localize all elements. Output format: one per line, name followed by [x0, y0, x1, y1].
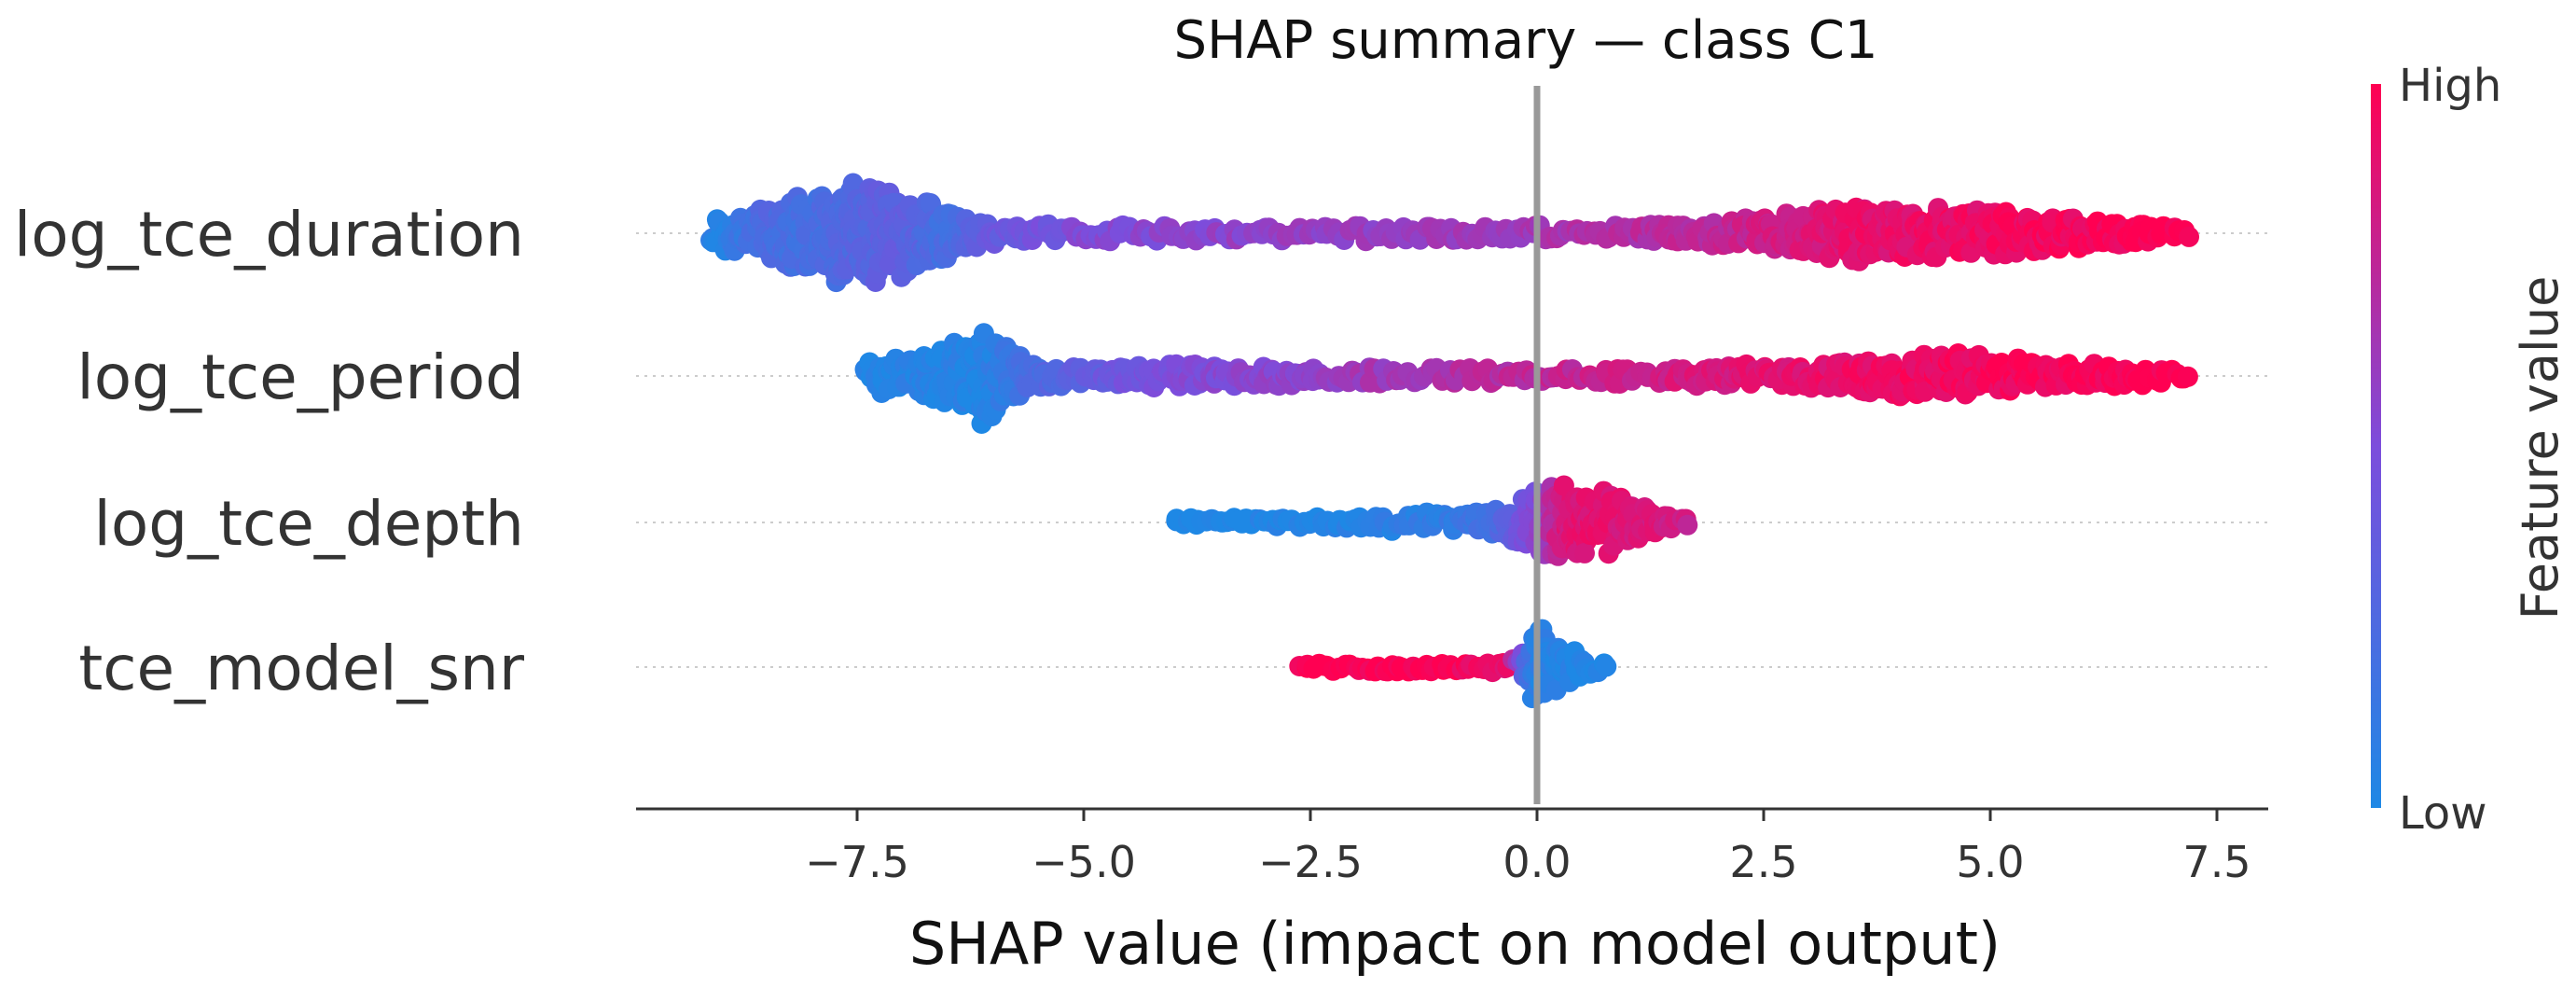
colorbar [2371, 84, 2381, 808]
feature-label: log_tce_period [76, 341, 524, 413]
colorbar-title: Feature value [2511, 276, 2569, 620]
colorbar-high-label: High [2399, 60, 2501, 112]
feature-label: log_tce_duration [14, 199, 524, 271]
x-tick-label: 7.5 [2182, 837, 2251, 887]
feature-labels: log_tce_duration log_tce_period log_tce_de… [14, 199, 525, 704]
shap-point [1574, 542, 1595, 564]
colorbar-low-label: Low [2399, 787, 2487, 840]
chart-title: SHAP summary — class C1 [1174, 10, 1878, 71]
x-tick-label: 0.0 [1503, 837, 1571, 887]
shap-point [1596, 656, 1617, 677]
feature-label: log_tce_depth [94, 488, 524, 560]
x-axis-ticks: −7.5 −5.0 −2.5 0.0 2.5 5.0 7.5 [805, 809, 2251, 887]
shap-point [2179, 226, 2199, 247]
shap-point [1677, 514, 1698, 536]
feature-label: tce_model_snr [78, 633, 524, 704]
x-tick-label: −2.5 [1258, 837, 1363, 887]
x-tick-label: −5.0 [1032, 837, 1136, 887]
x-tick-label: 5.0 [1956, 837, 2024, 887]
x-axis-label: SHAP value (impact on model output) [909, 910, 2001, 978]
x-tick-label: 2.5 [1729, 837, 1797, 887]
shap-point [2177, 366, 2198, 387]
x-tick-label: −7.5 [805, 837, 909, 887]
feature-gridlines [636, 232, 2268, 668]
beeswarm-points [700, 173, 2199, 709]
